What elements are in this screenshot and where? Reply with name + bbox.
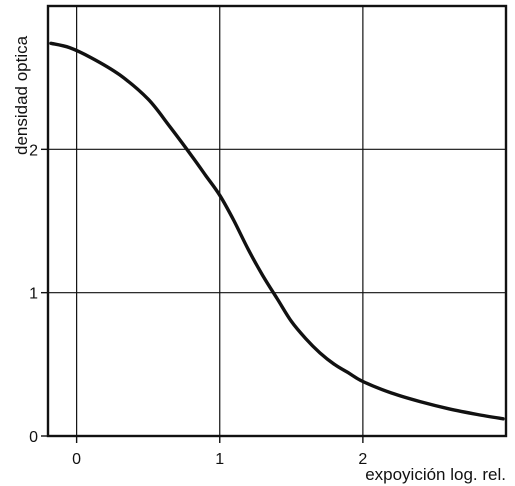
x-axis-label: expoyición log. rel. — [365, 465, 506, 484]
y-tick-label-2: 2 — [29, 142, 38, 159]
x-tick-label-1: 1 — [215, 451, 224, 468]
y-axis-label: densidad optica — [12, 35, 31, 155]
plot-area: 0 1 2 0 1 2 — [29, 4, 508, 468]
y-tick-label-0: 0 — [29, 429, 38, 446]
density-curve-0 — [49, 41, 505, 421]
x-tick-label-2: 2 — [358, 451, 367, 468]
y-tick-label-1: 1 — [29, 286, 38, 303]
x-tick-label-0: 0 — [72, 451, 81, 468]
plot-frame — [46, 4, 508, 438]
